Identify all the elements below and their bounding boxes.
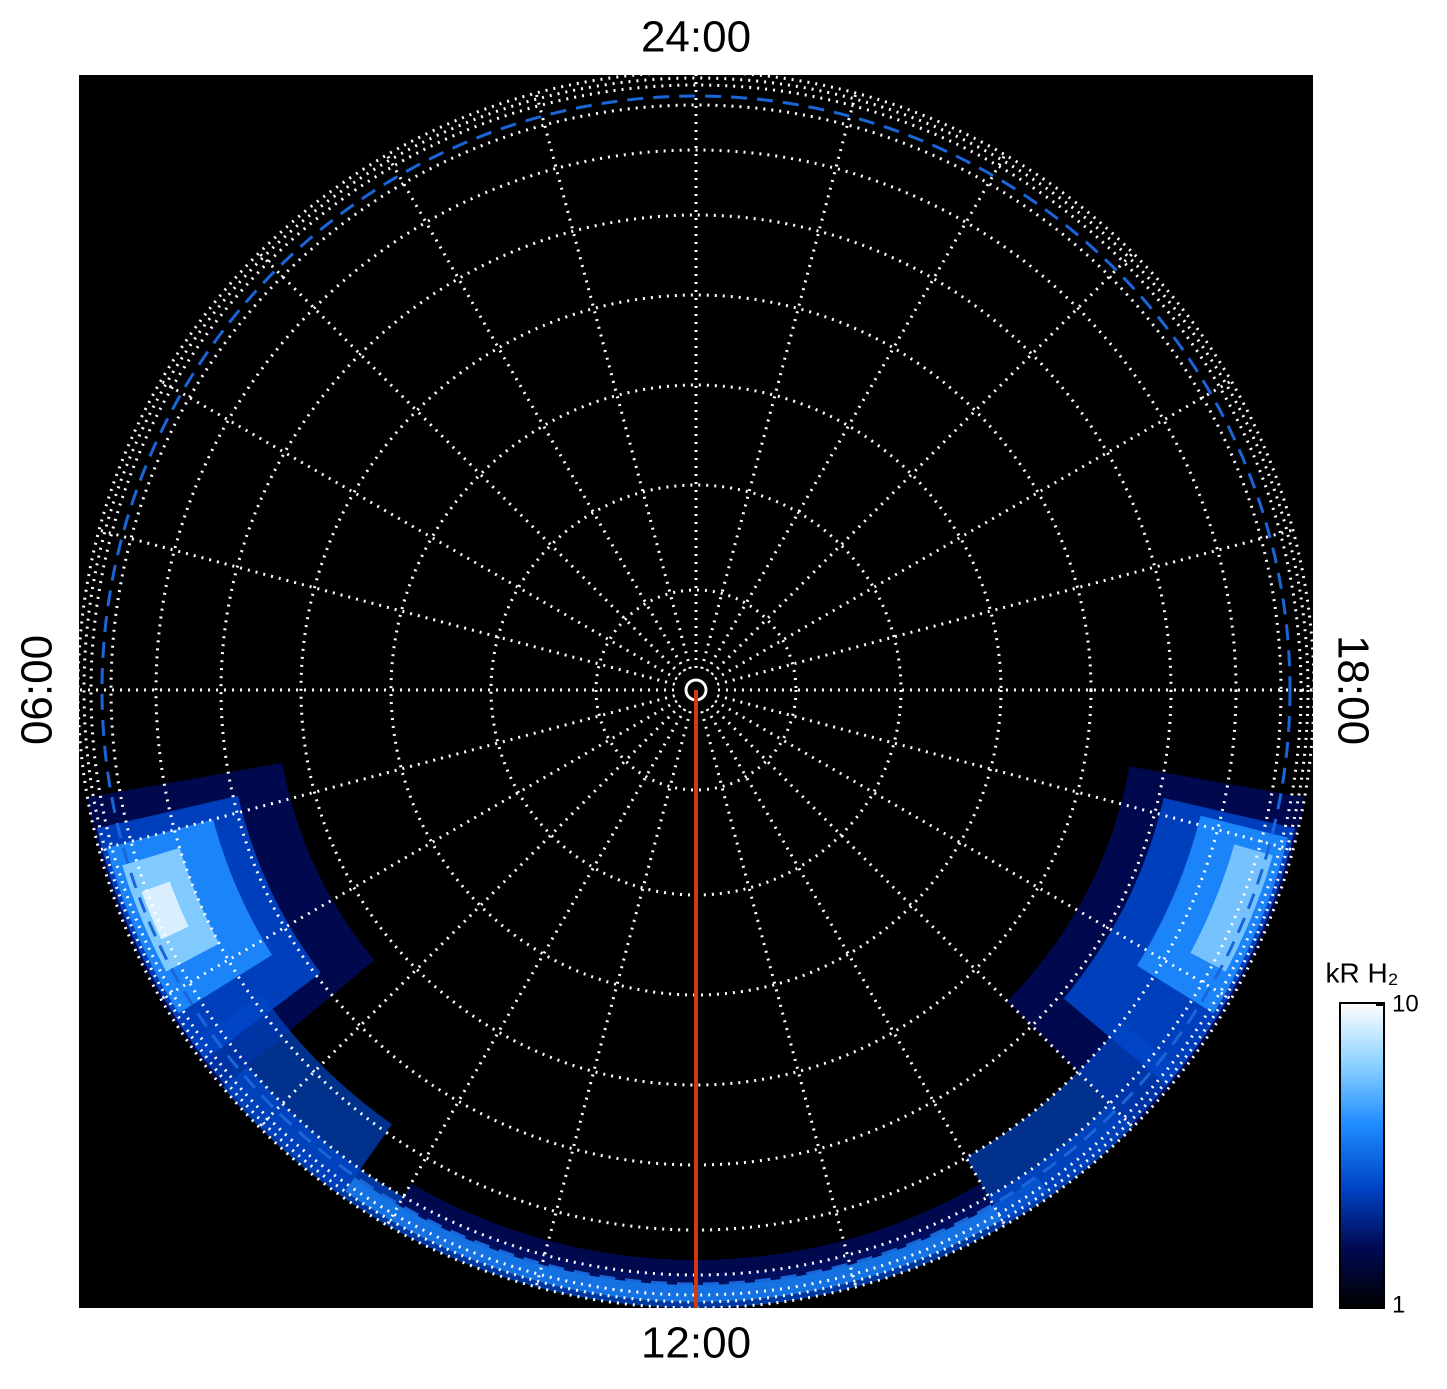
grid-spoke — [700, 92, 858, 670]
grid-spoke — [705, 708, 1007, 1226]
emission-patch — [344, 1177, 1048, 1302]
grid-spoke — [716, 528, 1294, 686]
emission-patch — [398, 1183, 994, 1285]
grid-spoke — [716, 694, 1294, 852]
colorbar-ticks: 1 10 — [1376, 990, 1419, 1318]
colorbar — [1339, 1002, 1385, 1309]
grid-spoke — [98, 694, 676, 852]
left-label: 06:00 — [13, 635, 62, 745]
grid-spoke — [705, 154, 1007, 672]
grid-spoke — [385, 154, 687, 672]
grid-spoke — [534, 92, 692, 670]
colorbar-tick-label: 1 — [1392, 1291, 1405, 1318]
colorbar-label: kR H₂ — [1325, 957, 1398, 988]
grid-circle — [89, 83, 1303, 1297]
emission-patch — [966, 1022, 1181, 1223]
aurora-emission — [85, 762, 1307, 1308]
grid-spoke — [534, 710, 692, 1288]
emission-patch — [141, 881, 189, 940]
grid-spoke — [385, 708, 687, 1226]
oval-reference — [100, 94, 1292, 1286]
grid-spoke — [714, 699, 1232, 1001]
polar-grid — [76, 70, 1316, 1310]
grid-circle — [389, 383, 1003, 997]
grid-circle — [299, 293, 1093, 1087]
emission-patch — [1190, 844, 1273, 972]
right-label: 18:00 — [1328, 635, 1377, 745]
grid-circle — [76, 70, 1316, 1310]
grid-spoke — [160, 379, 678, 681]
grid-spoke — [98, 528, 676, 686]
grid-circle — [594, 588, 798, 792]
emission-patch — [192, 993, 393, 1194]
grid-spoke — [714, 379, 1232, 681]
grid-spoke — [710, 251, 1135, 676]
grid-spoke — [257, 704, 682, 1129]
grid-spoke — [700, 710, 858, 1288]
bottom-label: 12:00 — [641, 1319, 751, 1368]
grid-spoke — [160, 699, 678, 1001]
grid-spoke — [257, 251, 682, 676]
grid-spoke — [710, 704, 1135, 1129]
top-label: 24:00 — [641, 13, 751, 62]
colorbar-tick-label: 10 — [1392, 990, 1419, 1017]
grid-circle — [109, 103, 1283, 1277]
